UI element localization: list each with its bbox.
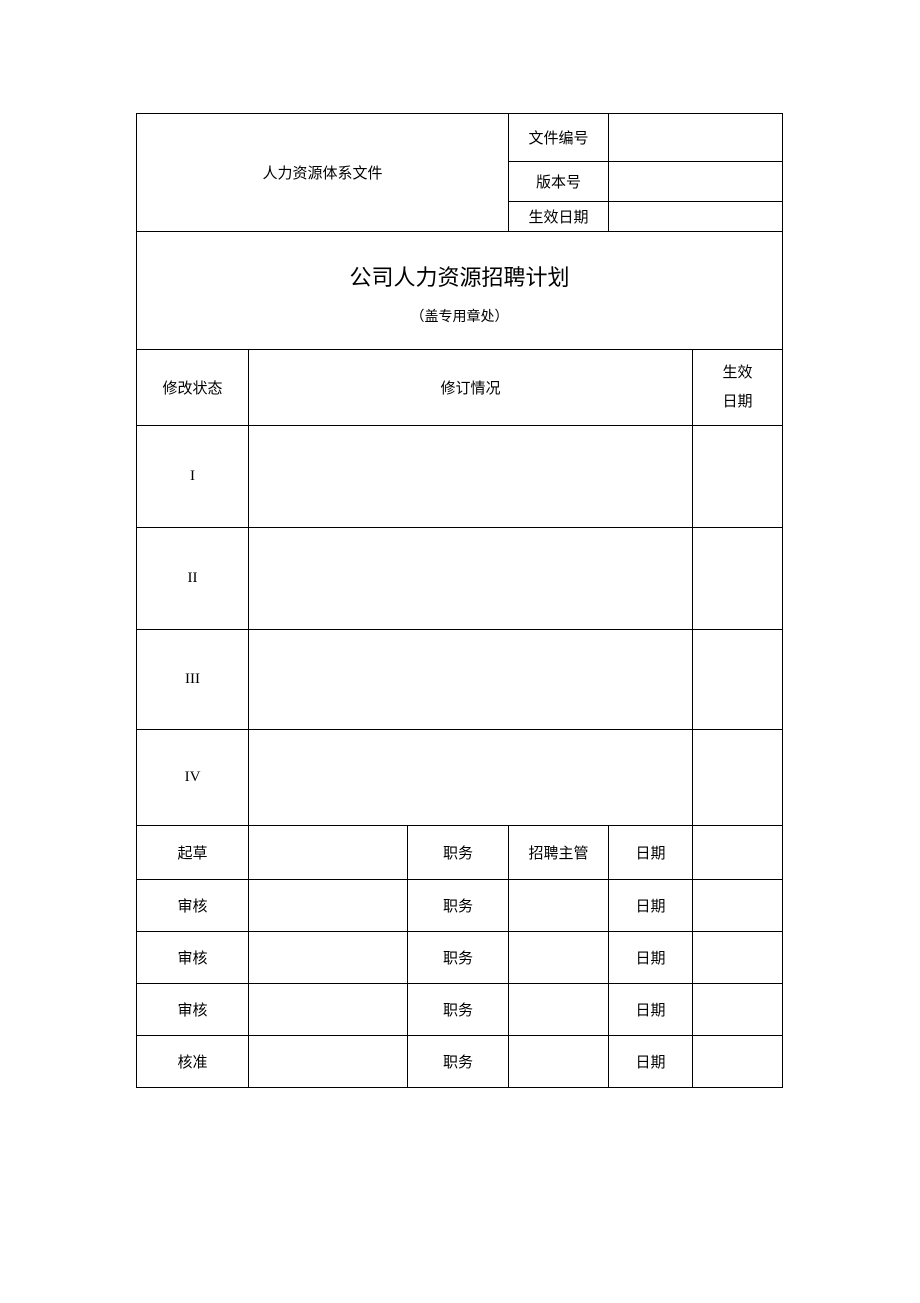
approval-row-0-position-value: 招聘主管 xyxy=(509,826,609,880)
approval-row-4-role: 核准 xyxy=(137,1036,249,1088)
approval-row-3-role: 审核 xyxy=(137,984,249,1036)
approval-row-4-name xyxy=(249,1036,408,1088)
header-row-2-label: 生效日期 xyxy=(509,202,609,232)
revision-row-3-status: IV xyxy=(137,730,249,826)
header-row-2-value xyxy=(609,202,783,232)
revision-row-2-date xyxy=(693,630,783,730)
approval-row-4-position-label: 职务 xyxy=(408,1036,509,1088)
approval-row-4-date-label: 日期 xyxy=(609,1036,693,1088)
revision-header-date-line1: 生效 xyxy=(723,365,753,381)
approval-row-1-date-value xyxy=(693,880,783,932)
revision-row-0-details xyxy=(249,426,693,528)
revision-row-0-date xyxy=(693,426,783,528)
approval-row-2-role: 审核 xyxy=(137,932,249,984)
header-row-1-value xyxy=(609,162,783,202)
revision-row-1-status: II xyxy=(137,528,249,630)
revision-header-status: 修改状态 xyxy=(137,350,249,426)
revision-row-3-details xyxy=(249,730,693,826)
revision-header-details: 修订情况 xyxy=(249,350,693,426)
approval-row-1-role: 审核 xyxy=(137,880,249,932)
approval-row-3-date-label: 日期 xyxy=(609,984,693,1036)
revision-header-date-line2: 日期 xyxy=(723,394,753,410)
approval-row-2-date-label: 日期 xyxy=(609,932,693,984)
approval-row-0-date-value xyxy=(693,826,783,880)
approval-row-2-position-label: 职务 xyxy=(408,932,509,984)
revision-row-1-date xyxy=(693,528,783,630)
revision-row-2-details xyxy=(249,630,693,730)
approval-row-2-position-value xyxy=(509,932,609,984)
approval-row-3-position-value xyxy=(509,984,609,1036)
approval-row-0-name xyxy=(249,826,408,880)
approval-row-3-name xyxy=(249,984,408,1036)
approval-row-1-date-label: 日期 xyxy=(609,880,693,932)
approval-row-0-date-label: 日期 xyxy=(609,826,693,880)
revision-row-0-status: I xyxy=(137,426,249,528)
revision-header-date: 生效 日期 xyxy=(693,350,783,426)
approval-row-4-date-value xyxy=(693,1036,783,1088)
title-cell: 公司人力资源招聘计划 （盖专用章处） xyxy=(137,232,783,350)
approval-row-3-position-label: 职务 xyxy=(408,984,509,1036)
approval-row-3-date-value xyxy=(693,984,783,1036)
revision-row-3-date xyxy=(693,730,783,826)
header-row-0-value xyxy=(609,114,783,162)
approval-row-1-position-value xyxy=(509,880,609,932)
approval-row-4-position-value xyxy=(509,1036,609,1088)
header-left-label: 人力资源体系文件 xyxy=(137,114,509,232)
approval-row-1-name xyxy=(249,880,408,932)
approval-row-1-position-label: 职务 xyxy=(408,880,509,932)
approval-row-0-position-label: 职务 xyxy=(408,826,509,880)
document-table: 人力资源体系文件 文件编号 版本号 生效日期 公司人力资源招聘计划 （盖专用章处… xyxy=(136,113,783,1088)
title-sub: （盖专用章处） xyxy=(137,292,782,346)
approval-row-2-date-value xyxy=(693,932,783,984)
approval-row-2-name xyxy=(249,932,408,984)
revision-row-1-details xyxy=(249,528,693,630)
header-row-1-label: 版本号 xyxy=(509,162,609,202)
title-main: 公司人力资源招聘计划 xyxy=(137,232,782,292)
revision-row-2-status: III xyxy=(137,630,249,730)
header-row-0-label: 文件编号 xyxy=(509,114,609,162)
approval-row-0-role: 起草 xyxy=(137,826,249,880)
